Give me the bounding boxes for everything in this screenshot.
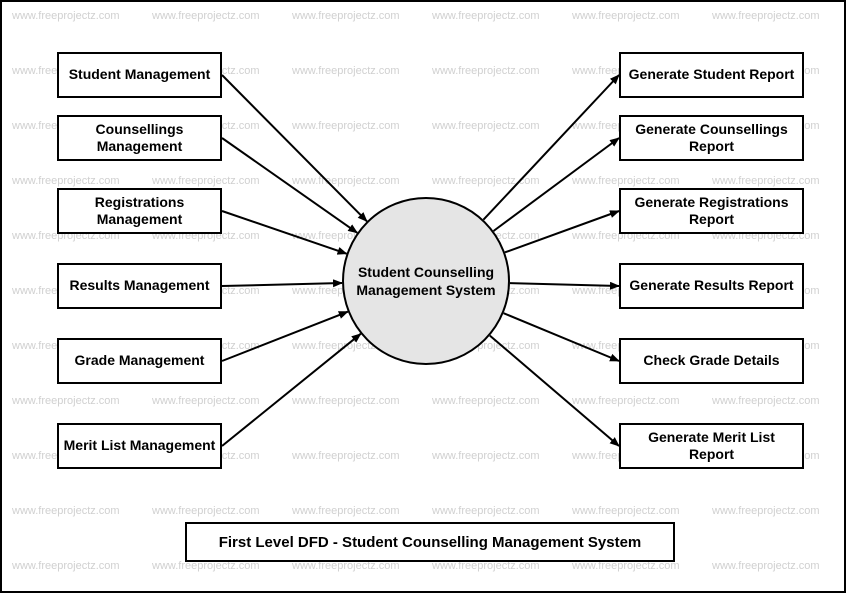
left-box-2-label: Registrations Management <box>63 194 216 229</box>
watermark: www.freeprojectz.com <box>292 175 400 187</box>
watermark: www.freeprojectz.com <box>572 10 680 22</box>
watermark: www.freeprojectz.com <box>292 10 400 22</box>
right-box-1-label: Generate Counsellings Report <box>625 121 798 156</box>
right-box-4: Check Grade Details <box>619 338 804 384</box>
center-process-label: Student Counselling Management System <box>354 263 498 299</box>
watermark: www.freeprojectz.com <box>432 120 540 132</box>
right-box-1: Generate Counsellings Report <box>619 115 804 161</box>
diagram-caption-label: First Level DFD - Student Counselling Ma… <box>219 534 642 551</box>
watermark: www.freeprojectz.com <box>432 505 540 517</box>
watermark: www.freeprojectz.com <box>712 560 820 572</box>
left-box-2: Registrations Management <box>57 188 222 234</box>
left-box-5-label: Merit List Management <box>64 437 216 455</box>
watermark: www.freeprojectz.com <box>432 175 540 187</box>
watermark: www.freeprojectz.com <box>152 10 260 22</box>
right-box-0: Generate Student Report <box>619 52 804 98</box>
right-box-0-label: Generate Student Report <box>629 66 795 84</box>
left-box-4: Grade Management <box>57 338 222 384</box>
watermark: www.freeprojectz.com <box>712 395 820 407</box>
dfd-canvas: www.freeprojectz.com www.freeprojectz.com… <box>0 0 846 593</box>
left-box-0: Student Management <box>57 52 222 98</box>
right-box-2-label: Generate Registrations Report <box>625 194 798 229</box>
right-box-5-label: Generate Merit List Report <box>625 429 798 464</box>
left-box-4-label: Grade Management <box>75 352 205 370</box>
watermark: www.freeprojectz.com <box>12 505 120 517</box>
watermark: www.freeprojectz.com <box>572 505 680 517</box>
left-box-1-label: Counsellings Management <box>63 121 216 156</box>
watermark: www.freeprojectz.com <box>432 10 540 22</box>
watermark: www.freeprojectz.com <box>572 395 680 407</box>
diagram-caption: First Level DFD - Student Counselling Ma… <box>185 522 675 562</box>
watermark: www.freeprojectz.com <box>292 120 400 132</box>
right-box-2: Generate Registrations Report <box>619 188 804 234</box>
watermark: www.freeprojectz.com <box>572 175 680 187</box>
right-box-4-label: Check Grade Details <box>643 352 779 370</box>
watermark: www.freeprojectz.com <box>432 395 540 407</box>
watermark: www.freeprojectz.com <box>292 505 400 517</box>
center-process: Student Counselling Management System <box>342 197 510 365</box>
watermark: www.freeprojectz.com <box>12 10 120 22</box>
right-box-5: Generate Merit List Report <box>619 423 804 469</box>
left-box-3-label: Results Management <box>69 277 209 295</box>
left-box-3: Results Management <box>57 263 222 309</box>
watermark: www.freeprojectz.com <box>152 175 260 187</box>
watermark: www.freeprojectz.com <box>712 175 820 187</box>
right-box-3: Generate Results Report <box>619 263 804 309</box>
right-box-3-label: Generate Results Report <box>629 277 793 295</box>
left-box-5: Merit List Management <box>57 423 222 469</box>
left-box-0-label: Student Management <box>69 66 211 84</box>
watermark: www.freeprojectz.com <box>712 505 820 517</box>
watermark: www.freeprojectz.com <box>712 10 820 22</box>
watermark: www.freeprojectz.com <box>12 175 120 187</box>
watermark: www.freeprojectz.com <box>292 450 400 462</box>
watermark: www.freeprojectz.com <box>292 395 400 407</box>
watermark: www.freeprojectz.com <box>152 395 260 407</box>
watermark: www.freeprojectz.com <box>432 450 540 462</box>
watermark: www.freeprojectz.com <box>152 505 260 517</box>
watermark: www.freeprojectz.com <box>292 65 400 77</box>
watermark: www.freeprojectz.com <box>432 65 540 77</box>
watermark: www.freeprojectz.com <box>12 560 120 572</box>
watermark: www.freeprojectz.com <box>12 395 120 407</box>
left-box-1: Counsellings Management <box>57 115 222 161</box>
